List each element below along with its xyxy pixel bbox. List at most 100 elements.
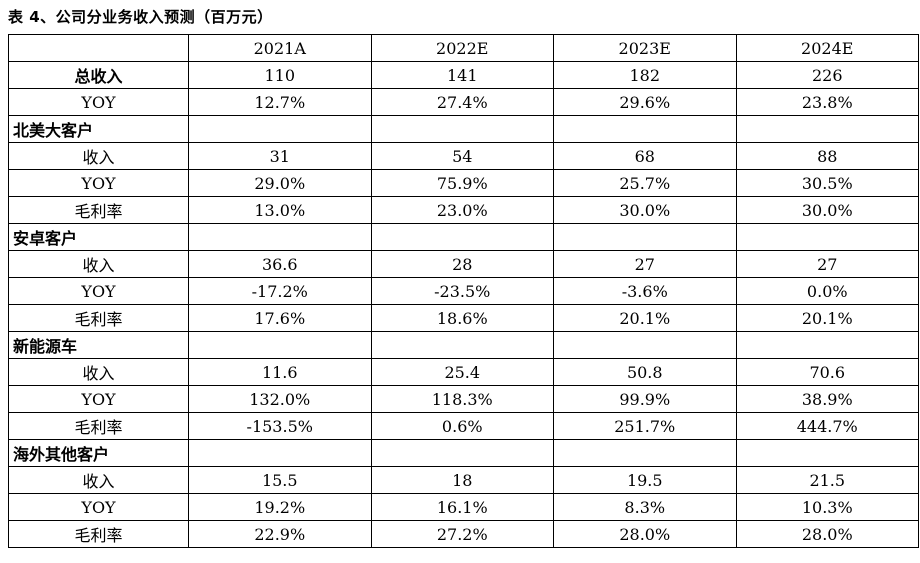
value-cell: 38.9% [735, 385, 919, 413]
value-cell: 444.7% [735, 412, 919, 440]
value-cell: 118.3% [370, 385, 554, 413]
table-caption: 表 4、公司分业务收入预测（百万元） [8, 8, 273, 26]
value-cell: 29.6% [553, 88, 737, 116]
value-cell: 27.2% [370, 520, 554, 548]
value-cell: 27.4% [370, 88, 554, 116]
value-cell: 23.8% [735, 88, 919, 116]
value-cell: 12.7% [188, 88, 372, 116]
row-label: 收入 [8, 250, 189, 278]
row-label: 毛利率 [8, 520, 189, 548]
value-cell: 182 [553, 61, 737, 89]
table-row: YOY -17.2% -23.5% -3.6% 0.0% [8, 277, 919, 305]
value-cell: 15.5 [188, 466, 372, 494]
value-cell: 226 [735, 61, 919, 89]
header-corner-cell [8, 34, 189, 62]
value-cell: 29.0% [188, 169, 372, 197]
value-cell: 23.0% [370, 196, 554, 224]
revenue-forecast-table: 2021A 2022E 2023E 2024E 总收入 110 141 182 226 Y… [8, 34, 919, 548]
value-cell [553, 331, 737, 359]
row-label: 总收入 [8, 61, 189, 89]
value-cell: 99.9% [553, 385, 737, 413]
value-cell [188, 223, 372, 251]
row-label: 海外其他客户 [8, 439, 189, 467]
value-cell: 10.3% [735, 493, 919, 521]
value-cell: 28 [370, 250, 554, 278]
value-cell: 18 [370, 466, 554, 494]
row-label: 毛利率 [8, 304, 189, 332]
value-cell: -23.5% [370, 277, 554, 305]
value-cell: -17.2% [188, 277, 372, 305]
value-cell: 70.6 [735, 358, 919, 386]
table-row: 海外其他客户 [8, 439, 919, 467]
table-row: 收入 15.5 18 19.5 21.5 [8, 466, 919, 494]
value-cell [553, 115, 737, 143]
value-cell: 18.6% [370, 304, 554, 332]
value-cell: 21.5 [735, 466, 919, 494]
table-row: YOY 19.2% 16.1% 8.3% 10.3% [8, 493, 919, 521]
value-cell: 30.5% [735, 169, 919, 197]
table-header-row: 2021A 2022E 2023E 2024E [8, 34, 919, 62]
value-cell: -153.5% [188, 412, 372, 440]
value-cell [735, 439, 919, 467]
value-cell: 110 [188, 61, 372, 89]
table-row: 安卓客户 [8, 223, 919, 251]
table-row: 收入 36.6 28 27 27 [8, 250, 919, 278]
value-cell: 88 [735, 142, 919, 170]
value-cell: 141 [370, 61, 554, 89]
value-cell [735, 115, 919, 143]
table-row: 毛利率 -153.5% 0.6% 251.7% 444.7% [8, 412, 919, 440]
value-cell: 20.1% [553, 304, 737, 332]
value-cell: 8.3% [553, 493, 737, 521]
row-label: 收入 [8, 142, 189, 170]
table-row: 总收入 110 141 182 226 [8, 61, 919, 89]
value-cell [370, 115, 554, 143]
table-row: 新能源车 [8, 331, 919, 359]
value-cell: 31 [188, 142, 372, 170]
value-cell: 28.0% [735, 520, 919, 548]
value-cell: 36.6 [188, 250, 372, 278]
value-cell: 50.8 [553, 358, 737, 386]
value-cell [370, 439, 554, 467]
table-row: 收入 11.6 25.4 50.8 70.6 [8, 358, 919, 386]
row-label: YOY [8, 277, 189, 305]
value-cell: 11.6 [188, 358, 372, 386]
value-cell: 25.4 [370, 358, 554, 386]
column-header: 2024E [735, 34, 919, 62]
row-label: 北美大客户 [8, 115, 189, 143]
table-row: 毛利率 22.9% 27.2% 28.0% 28.0% [8, 520, 919, 548]
value-cell: 19.2% [188, 493, 372, 521]
value-cell: 27 [735, 250, 919, 278]
value-cell: 30.0% [735, 196, 919, 224]
value-cell: 0.6% [370, 412, 554, 440]
row-label: YOY [8, 169, 189, 197]
value-cell: 17.6% [188, 304, 372, 332]
value-cell: -3.6% [553, 277, 737, 305]
value-cell [735, 223, 919, 251]
row-label: YOY [8, 88, 189, 116]
table-row: 收入 31 54 68 88 [8, 142, 919, 170]
row-label: 毛利率 [8, 196, 189, 224]
table-body: 2021A 2022E 2023E 2024E 总收入 110 141 182 226 Y… [8, 34, 919, 548]
table-row: 毛利率 17.6% 18.6% 20.1% 20.1% [8, 304, 919, 332]
value-cell: 75.9% [370, 169, 554, 197]
row-label: 安卓客户 [8, 223, 189, 251]
value-cell: 68 [553, 142, 737, 170]
value-cell: 132.0% [188, 385, 372, 413]
column-header: 2021A [188, 34, 372, 62]
value-cell: 30.0% [553, 196, 737, 224]
value-cell: 251.7% [553, 412, 737, 440]
row-label: 收入 [8, 466, 189, 494]
value-cell [553, 223, 737, 251]
row-label: YOY [8, 493, 189, 521]
row-label: 新能源车 [8, 331, 189, 359]
value-cell: 27 [553, 250, 737, 278]
value-cell: 0.0% [735, 277, 919, 305]
value-cell [188, 439, 372, 467]
table-row: 北美大客户 [8, 115, 919, 143]
value-cell: 22.9% [188, 520, 372, 548]
row-label: 毛利率 [8, 412, 189, 440]
value-cell [188, 115, 372, 143]
table-row: YOY 29.0% 75.9% 25.7% 30.5% [8, 169, 919, 197]
table-row: 毛利率 13.0% 23.0% 30.0% 30.0% [8, 196, 919, 224]
value-cell: 16.1% [370, 493, 554, 521]
